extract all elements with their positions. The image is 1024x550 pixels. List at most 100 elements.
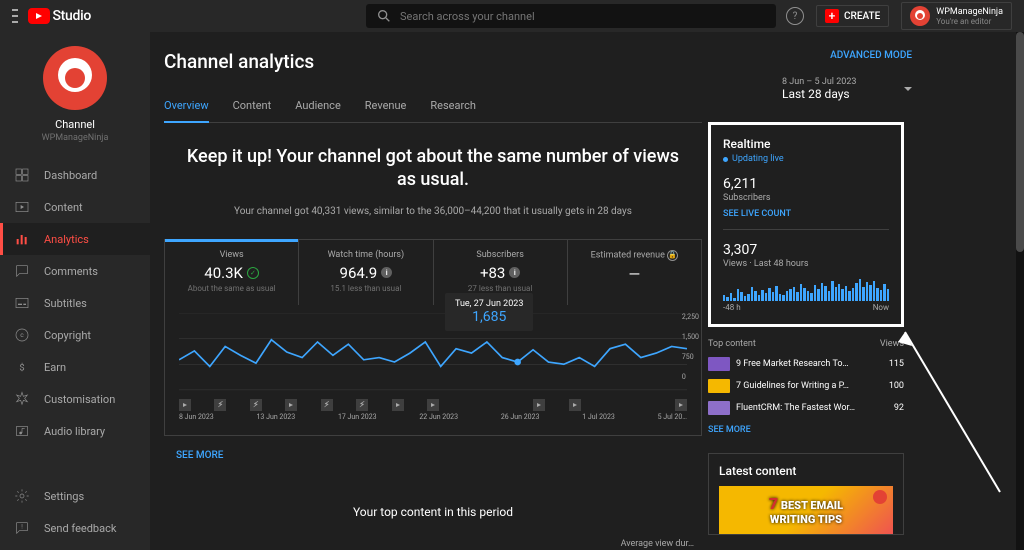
sidebar-item-dashboard[interactable]: Dashboard xyxy=(0,159,150,191)
realtime-live: Updating live xyxy=(723,154,889,164)
sidebar-item-settings[interactable]: Settings xyxy=(0,480,150,512)
tabs: Overview Content Audience Revenue Resear… xyxy=(164,91,702,123)
feedback-icon: ! xyxy=(14,520,30,536)
sidebar-item-analytics[interactable]: Analytics xyxy=(0,223,150,255)
svg-text:c: c xyxy=(20,331,24,339)
chart-markers: ⚡︎⚡︎⚡︎⚡︎ xyxy=(179,399,687,411)
gear-icon xyxy=(14,488,30,504)
realtime-views: 3,307 xyxy=(723,242,889,258)
thumbnail xyxy=(708,379,730,393)
see-live-count-link[interactable]: SEE LIVE COUNT xyxy=(723,209,889,219)
tab-revenue[interactable]: Revenue xyxy=(365,91,407,122)
sidebar-item-customisation[interactable]: Customisation xyxy=(0,383,150,415)
channel-name: WPManageNinja xyxy=(42,133,109,143)
annotation-arrow xyxy=(890,322,1010,502)
latest-title: Latest content xyxy=(719,464,893,478)
tab-overview[interactable]: Overview xyxy=(164,91,209,122)
svg-text:!: ! xyxy=(21,524,23,531)
avatar-icon xyxy=(910,6,930,26)
lock-icon: 🔒 xyxy=(667,250,678,261)
views-chart[interactable]: Tue, 27 Jun 2023 1,685 2,250 1,500 xyxy=(165,305,701,435)
top-content-col: Average view dur… xyxy=(164,539,702,549)
subtitles-icon xyxy=(14,295,30,311)
chart-x-labels: 8 Jun 2023 13 Jun 2023 17 Jun 2023 22 Ju… xyxy=(179,413,687,421)
top-content-row[interactable]: FluentCRM: The Fastest Wor… 92 xyxy=(708,401,904,415)
latest-thumbnail[interactable]: 7 BEST EMAILWRITING TIPS xyxy=(719,486,893,534)
top-content-row[interactable]: 7 Guidelines for Writing a P… 100 xyxy=(708,379,904,393)
brand-text: Studio xyxy=(52,8,91,24)
search-input[interactable] xyxy=(400,10,766,23)
realtime-see-more[interactable]: SEE MORE xyxy=(708,425,904,435)
sidebar-item-feedback[interactable]: !Send feedback xyxy=(0,512,150,544)
content-views: 92 xyxy=(894,403,904,413)
scrollbar[interactable] xyxy=(1016,32,1024,550)
metric-views[interactable]: Views 40.3K✓ About the same as usual xyxy=(165,240,298,305)
menu-icon[interactable] xyxy=(12,9,18,23)
create-button[interactable]: + CREATE xyxy=(816,5,889,27)
content-title: 9 Free Market Research To… xyxy=(736,359,883,369)
sidebar-item-content[interactable]: Content xyxy=(0,191,150,223)
top-content-row[interactable]: 9 Free Market Research To…115 xyxy=(708,357,904,371)
top-content-title: Your top content in this period xyxy=(164,505,702,519)
realtime-subs: 6,211 xyxy=(723,176,889,192)
thumbnail xyxy=(708,357,730,371)
create-plus-icon: + xyxy=(825,9,839,23)
latest-content-card: Latest content 7 BEST EMAILWRITING TIPS xyxy=(708,453,904,535)
create-label: CREATE xyxy=(844,11,880,22)
chart-y-axis: 2,250 1,500 750 0 xyxy=(682,313,699,381)
youtube-icon xyxy=(28,8,50,24)
audio-icon xyxy=(14,423,30,439)
earn-icon: $ xyxy=(14,359,30,375)
search-icon xyxy=(376,8,392,24)
content-title: FluentCRM: The Fastest Wor… xyxy=(736,403,888,413)
top-content-views-label: Views xyxy=(880,339,904,349)
analytics-icon xyxy=(14,231,30,247)
studio-logo[interactable]: Studio xyxy=(28,8,91,24)
tab-audience[interactable]: Audience xyxy=(295,91,341,122)
content-icon xyxy=(14,199,30,215)
channel-label: Channel xyxy=(55,118,95,131)
check-icon: ✓ xyxy=(247,267,259,279)
content-views: 100 xyxy=(889,381,904,391)
chevron-down-icon xyxy=(904,87,912,91)
thumbnail xyxy=(708,401,730,415)
subheadline: Your channel got 40,331 views, similar t… xyxy=(164,206,702,217)
metric-watchtime[interactable]: Watch time (hours) 964.9i 15.1 less than… xyxy=(298,240,432,305)
help-icon[interactable]: ? xyxy=(786,7,804,25)
headline: Keep it up! Your channel got about the s… xyxy=(164,145,702,192)
tab-content[interactable]: Content xyxy=(233,91,272,122)
latest-badge xyxy=(873,490,887,504)
sidebar-item-audio[interactable]: Audio library xyxy=(0,415,150,447)
sidebar-item-copyright[interactable]: cCopyright xyxy=(0,319,150,351)
account-switcher[interactable]: WPManageNinja You're an editor xyxy=(901,2,1012,30)
date-range-picker[interactable]: 8 Jun – 5 Jul 2023 Last 28 days xyxy=(782,77,912,101)
account-role: You're an editor xyxy=(936,17,1003,26)
see-more-link[interactable]: SEE MORE xyxy=(164,436,702,475)
info-icon: i xyxy=(509,267,520,278)
sidebar-item-earn[interactable]: $Earn xyxy=(0,351,150,383)
dashboard-icon xyxy=(14,167,30,183)
metrics-card: Views 40.3K✓ About the same as usual Wat… xyxy=(164,239,702,436)
sidebar: Channel WPManageNinja Dashboard Content … xyxy=(0,32,150,550)
search-bar[interactable] xyxy=(366,4,776,28)
chart-tooltip: Tue, 27 Jun 2023 1,685 xyxy=(445,293,533,331)
account-name: WPManageNinja xyxy=(936,7,1003,17)
sidebar-item-comments[interactable]: Comments xyxy=(0,255,150,287)
realtime-card: Realtime Updating live 6,211 Subscribers… xyxy=(708,122,904,327)
svg-text:$: $ xyxy=(19,362,24,373)
sidebar-item-subtitles[interactable]: Subtitles xyxy=(0,287,150,319)
comments-icon xyxy=(14,263,30,279)
realtime-bars xyxy=(723,277,889,301)
info-icon: i xyxy=(381,267,392,278)
realtime-title: Realtime xyxy=(723,137,889,151)
channel-avatar[interactable] xyxy=(43,46,107,110)
content-title: 7 Guidelines for Writing a P… xyxy=(736,381,883,391)
customisation-icon xyxy=(14,391,30,407)
metric-revenue[interactable]: Estimated revenue 🔒 — xyxy=(567,240,701,305)
advanced-mode-link[interactable]: ADVANCED MODE xyxy=(782,50,912,61)
page-title: Channel analytics xyxy=(164,50,702,73)
copyright-icon: c xyxy=(14,327,30,343)
scroll-thumb[interactable] xyxy=(1016,32,1024,252)
tab-research[interactable]: Research xyxy=(430,91,476,122)
top-content-label: Top content xyxy=(708,339,756,349)
